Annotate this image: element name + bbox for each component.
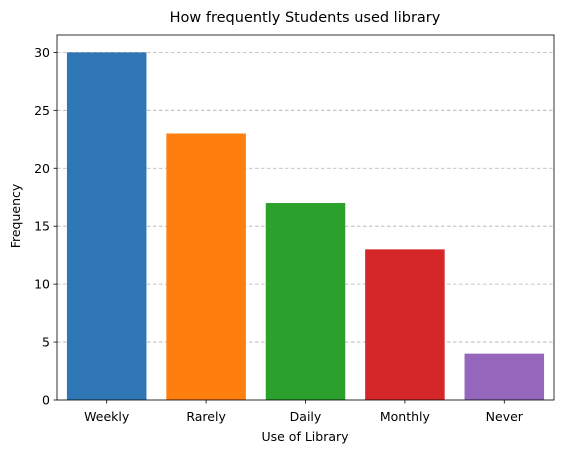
x-tick-label: Daily — [290, 409, 322, 424]
y-axis-ticks: 0 5 10 15 20 25 30 — [34, 45, 57, 408]
bars — [66, 52, 545, 400]
x-tick-label: Weekly — [84, 409, 130, 424]
bar-weekly — [66, 52, 147, 400]
bar-monthly — [365, 249, 445, 400]
bar-rarely — [166, 133, 246, 400]
bar-never — [464, 353, 545, 400]
bar-daily — [265, 203, 346, 400]
y-tick-label: 5 — [42, 335, 50, 350]
x-axis-label: Use of Library — [261, 429, 349, 444]
y-axis-label: Frequency — [8, 183, 23, 248]
y-tick-label: 30 — [34, 45, 50, 60]
y-tick-label: 15 — [34, 219, 50, 234]
x-tick-label: Rarely — [186, 409, 226, 424]
x-tick-label: Never — [486, 409, 524, 424]
x-axis-ticks: Weekly Rarely Daily Monthly Never — [84, 400, 524, 424]
y-tick-label: 10 — [34, 277, 50, 292]
y-tick-label: 20 — [34, 161, 50, 176]
x-tick-label: Monthly — [380, 409, 431, 424]
y-tick-label: 0 — [42, 393, 50, 408]
chart-title: How frequently Students used library — [170, 10, 441, 26]
y-tick-label: 25 — [34, 103, 50, 118]
